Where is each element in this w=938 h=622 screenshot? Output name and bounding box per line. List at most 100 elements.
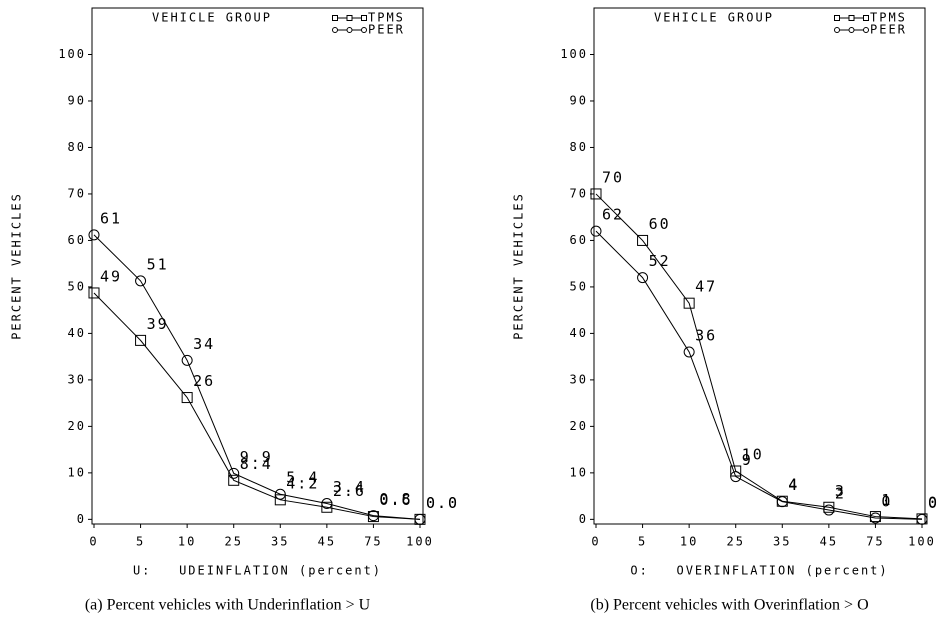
series-line [93, 292, 421, 520]
y-tick-label: 80 [570, 140, 588, 154]
data-label: 8.4 [240, 455, 273, 473]
y-tick-label: 60 [68, 233, 86, 247]
data-point [88, 287, 100, 299]
legend-marker [332, 15, 338, 21]
data-point [88, 229, 100, 241]
x-tick-label: 75 [364, 535, 382, 549]
data-label: 4.2 [286, 474, 319, 492]
data-point [321, 501, 333, 513]
data-label: 9.9 [240, 448, 273, 466]
y-tick-label: 20 [68, 419, 86, 433]
y-tick-label: 100 [58, 47, 86, 61]
data-point [228, 467, 240, 479]
data-label: 60 [649, 215, 671, 233]
y-tick-label: 90 [68, 93, 86, 107]
x-tick-label: 100 [908, 535, 936, 549]
y-tick-label: 80 [68, 140, 86, 154]
data-point [135, 275, 147, 287]
x-tick-label: 100 [406, 535, 434, 549]
data-point [181, 392, 193, 404]
data-label: 0.0 [426, 494, 459, 512]
data-point [590, 188, 602, 200]
data-point [135, 334, 147, 346]
y-tick-label: 20 [570, 419, 588, 433]
data-label: 61 [100, 209, 122, 227]
data-label: 0.0 [426, 494, 459, 512]
data-label: 26 [193, 372, 215, 390]
data-point [823, 501, 835, 513]
data-point [637, 272, 649, 284]
y-tick-label: 10 [68, 465, 86, 479]
data-label: 51 [147, 255, 169, 273]
legend-title: VEHICLE GROUP [152, 11, 272, 25]
data-label: 3.4 [333, 478, 366, 496]
data-point [916, 513, 928, 525]
y-tick-label: 40 [68, 326, 86, 340]
data-label: 2.6 [333, 482, 366, 500]
data-label: 2 [835, 485, 846, 503]
series-line [595, 193, 923, 520]
x-axis-label: O: OVERINFLATION (percent) [630, 564, 888, 578]
y-tick-label: 50 [68, 279, 86, 293]
data-point [637, 234, 649, 246]
data-point [228, 474, 240, 486]
data-label: 5.4 [286, 469, 319, 487]
y-tick-label: 100 [560, 47, 588, 61]
data-point [776, 496, 788, 508]
x-tick-label: 35 [773, 535, 791, 549]
data-point [823, 504, 835, 516]
y-tick-label: 30 [570, 372, 588, 386]
x-tick-label: 10 [680, 535, 698, 549]
x-tick-label: 5 [136, 535, 145, 549]
data-label: 34 [193, 335, 215, 353]
plot-frame [91, 7, 424, 525]
caption: (a) Percent vehicles with Underinflation… [85, 597, 371, 614]
y-tick-label: 70 [570, 186, 588, 200]
legend-marker [863, 15, 869, 21]
data-point [683, 346, 695, 358]
x-tick-label: 0 [89, 535, 98, 549]
legend-marker [346, 27, 353, 33]
data-point [590, 225, 602, 237]
data-label: 0.6 [379, 491, 412, 509]
series-line [93, 234, 421, 520]
series-line [595, 230, 923, 520]
legend-label: PEER [870, 23, 907, 37]
y-tick-label: 30 [68, 372, 86, 386]
legend-marker [834, 27, 840, 33]
data-label: 3 [835, 482, 846, 500]
data-label: 52 [649, 252, 671, 270]
x-tick-label: 5 [638, 535, 647, 549]
y-axis-label: PERCENT VEHICLES [10, 192, 24, 340]
legend-marker [346, 15, 353, 21]
data-label: 4 [788, 476, 799, 494]
data-point [181, 354, 193, 366]
legend-marker [332, 27, 338, 33]
data-label: 9 [742, 451, 753, 469]
data-label: 0 [928, 493, 938, 511]
legend-label: TPMS [368, 11, 405, 25]
y-tick-label: 0 [579, 512, 588, 526]
plot: 0 10 20 30 40 50 60 70 80 90 100 0 5 10 25 35 45 75 100 U: … [10, 7, 459, 614]
legend-label: PEER [368, 23, 405, 37]
data-label: 4 [788, 476, 799, 494]
x-tick-label: 0 [591, 535, 600, 549]
legend-title: VEHICLE GROUP [654, 11, 774, 25]
data-point [869, 512, 881, 524]
data-point [730, 471, 742, 483]
legend-marker [848, 27, 855, 33]
data-label: 0 [928, 494, 938, 512]
data-point [321, 498, 333, 510]
data-label: 70 [602, 168, 624, 186]
x-tick-label: 25 [224, 535, 242, 549]
x-axis-label: U: UDEINFLATION (percent) [133, 564, 382, 578]
legend-marker [834, 15, 840, 21]
y-tick-label: 10 [570, 465, 588, 479]
x-tick-label: 45 [820, 535, 838, 549]
legend-label: TPMS [870, 11, 907, 25]
x-tick-label: 75 [866, 535, 884, 549]
data-label: 49 [100, 267, 122, 285]
legend-marker [863, 27, 869, 33]
